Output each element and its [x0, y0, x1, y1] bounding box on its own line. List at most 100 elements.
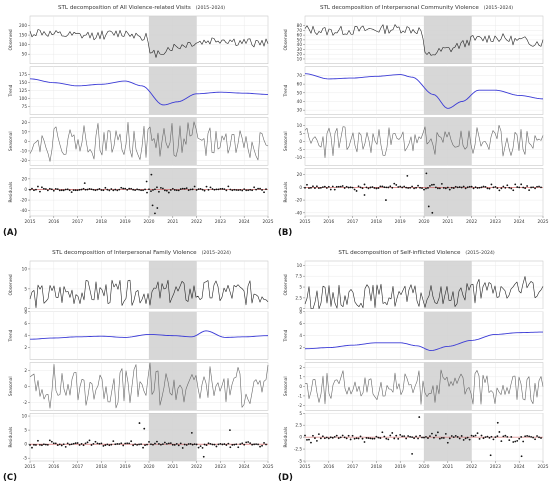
seasonal-line [29, 362, 269, 409]
y-tick-label: 5 [24, 428, 27, 433]
residual-point [474, 434, 477, 437]
residual-point [421, 436, 423, 439]
residual-point [116, 443, 119, 445]
y-tick-label: 0 [299, 384, 302, 389]
panel-title-text: STL decomposition of All Violence-relate… [58, 5, 191, 11]
residual-point [102, 189, 105, 192]
residual-point [431, 432, 433, 435]
residual-point [304, 434, 306, 437]
x-axis: 2015 2016 2017 2018 2019 2020 2021 2022 2023 2024… [25, 216, 274, 225]
residual-point [108, 189, 111, 192]
residual-point [126, 188, 129, 191]
residual-point [522, 186, 525, 189]
residual-point [466, 186, 469, 189]
residual-point [217, 188, 220, 191]
residual-point [480, 186, 483, 189]
seasonal-line [304, 369, 544, 405]
residual-point [482, 185, 485, 188]
panel-subtitle: (2015–2024) [196, 5, 225, 11]
residual-point [265, 443, 267, 446]
residual-point [329, 436, 332, 439]
residual-point [112, 440, 115, 443]
residual-point [148, 188, 150, 191]
residual-point [454, 185, 457, 188]
residual-point [508, 186, 511, 189]
residual-point [140, 443, 142, 446]
residual-point [316, 439, 318, 442]
y-tick-label: 60 [297, 33, 303, 38]
residual-point [191, 443, 194, 446]
residual-point [37, 185, 39, 188]
residual-point [108, 444, 111, 447]
residual-point [514, 440, 517, 443]
residual-point [442, 187, 445, 189]
residual-point [96, 442, 99, 445]
residual-point [492, 186, 495, 189]
residual-point [377, 187, 380, 189]
y-tick-label: 20 [22, 176, 28, 181]
residual-point [146, 191, 148, 194]
subplot-seasonal: -2 -1 0 1 2 Seasonal [283, 362, 544, 411]
residual-point [314, 187, 316, 189]
x-tick-label: 2024 [514, 219, 525, 225]
residual-point [84, 188, 87, 191]
shaded-period [149, 362, 197, 411]
residual-point [401, 435, 404, 438]
residual-point [419, 434, 421, 437]
y-tick-label: 125 [19, 88, 27, 93]
residual-outlier [150, 173, 153, 176]
residual-point [442, 437, 445, 439]
residual-point [84, 442, 87, 445]
residual-point [415, 186, 417, 189]
residual-outlier [154, 212, 156, 215]
residual-point [335, 185, 338, 188]
y-tick-label: 4 [299, 333, 302, 338]
x-tick-label: 2023 [215, 219, 226, 225]
residual-point [494, 185, 497, 188]
residual-point [29, 188, 31, 191]
residual-outlier [418, 416, 421, 418]
y-tick-label: 30 [297, 108, 303, 113]
residual-point [365, 186, 368, 189]
residual-point [52, 189, 55, 192]
residual-point [486, 435, 489, 438]
y-tick-label: 0 [299, 139, 302, 144]
residual-point [163, 441, 166, 444]
residual-point [389, 434, 392, 437]
residual-point [510, 436, 513, 438]
residual-point [116, 189, 119, 192]
residual-point [195, 189, 198, 191]
residual-point [209, 442, 212, 445]
x-axis: 2015 2016 2017 2018 2019 2020 2021 2022 2023 2024… [25, 461, 274, 470]
y-tick-label: -2 [298, 403, 303, 408]
panel-letter: (B) [278, 228, 292, 238]
x-tick-label: 2016 [323, 464, 334, 470]
residual-point [540, 186, 542, 189]
x-tick-label: 2017 [72, 464, 83, 470]
residual-point [158, 443, 160, 445]
residual-point [357, 185, 360, 188]
residual-outlier [520, 455, 523, 458]
residual-point [367, 187, 370, 190]
y-axis-label: Trend [8, 84, 14, 97]
residual-point [191, 188, 194, 191]
residual-point [532, 436, 534, 439]
residual-point [173, 444, 176, 446]
panel-title-text: STL decomposition of Interpersonal Commu… [320, 5, 479, 11]
y-tick-label: 70 [297, 28, 303, 33]
shaded-period [424, 168, 472, 216]
residual-point [62, 189, 65, 192]
y-tick-label: 20 [297, 172, 303, 177]
stl-panel-1: STL decomposition of All Violence-relate… [3, 5, 274, 238]
residual-point [237, 446, 240, 449]
residual-point [452, 436, 455, 439]
residual-point [500, 440, 503, 443]
residual-point [128, 187, 131, 190]
residual-point [126, 442, 129, 445]
residual-point [476, 187, 479, 189]
residual-point [94, 440, 97, 443]
residual-point [171, 187, 174, 190]
residual-point [217, 443, 220, 446]
residual-point [343, 436, 346, 439]
residual-point [411, 185, 413, 188]
